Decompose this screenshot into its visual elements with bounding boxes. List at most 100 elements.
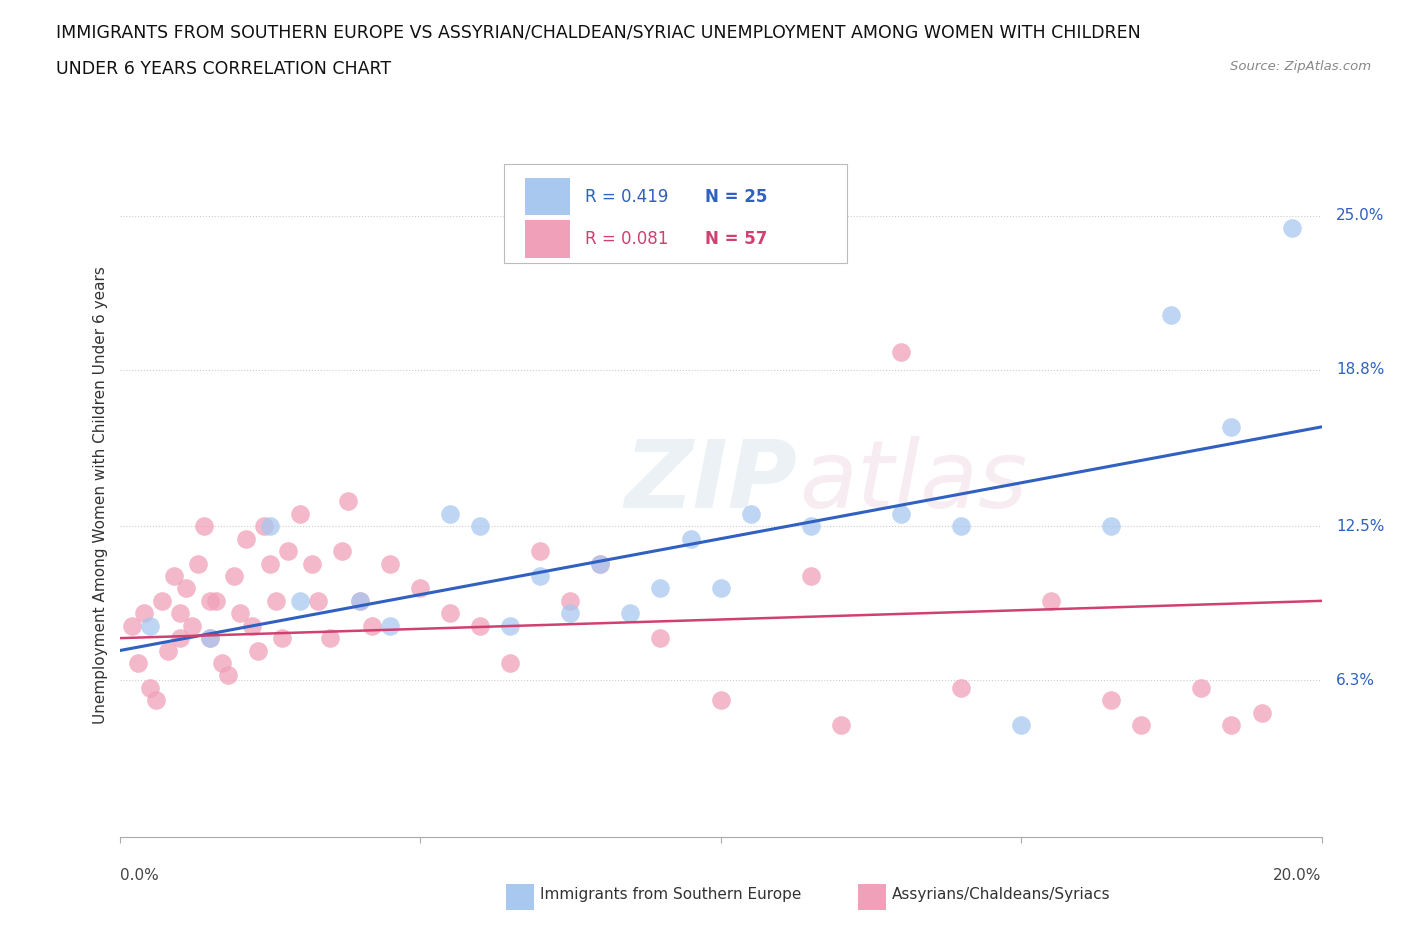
- Point: [800, 519, 823, 534]
- FancyBboxPatch shape: [505, 164, 846, 263]
- Text: IMMIGRANTS FROM SOUTHERN EUROPE VS ASSYRIAN/CHALDEAN/SYRIAC UNEMPLOYMENT AMONG W: IMMIGRANTS FROM SOUTHERN EUROPE VS ASSYR…: [56, 23, 1142, 41]
- Point: [409, 581, 432, 596]
- Point: [560, 593, 582, 608]
- Point: [211, 656, 233, 671]
- Point: [650, 631, 672, 645]
- Point: [560, 605, 582, 620]
- Point: [217, 668, 239, 683]
- Point: [138, 618, 160, 633]
- Point: [288, 507, 311, 522]
- Point: [740, 507, 762, 522]
- Point: [1189, 681, 1212, 696]
- Point: [277, 544, 299, 559]
- Text: N = 57: N = 57: [704, 230, 768, 248]
- Point: [169, 605, 191, 620]
- Y-axis label: Unemployment Among Women with Children Under 6 years: Unemployment Among Women with Children U…: [93, 266, 108, 724]
- Point: [187, 556, 209, 571]
- Point: [253, 519, 276, 534]
- Point: [378, 556, 401, 571]
- Point: [336, 494, 359, 509]
- Point: [679, 531, 702, 546]
- Point: [499, 618, 522, 633]
- Text: ZIP: ZIP: [624, 435, 797, 527]
- Point: [589, 556, 612, 571]
- Point: [169, 631, 191, 645]
- Text: 6.3%: 6.3%: [1336, 673, 1375, 688]
- Point: [378, 618, 401, 633]
- Text: Source: ZipAtlas.com: Source: ZipAtlas.com: [1230, 60, 1371, 73]
- Point: [145, 693, 167, 708]
- Text: R = 0.081: R = 0.081: [585, 230, 668, 248]
- Point: [529, 568, 551, 583]
- Point: [830, 718, 852, 733]
- Point: [121, 618, 143, 633]
- Text: UNDER 6 YEARS CORRELATION CHART: UNDER 6 YEARS CORRELATION CHART: [56, 60, 391, 78]
- Point: [138, 681, 160, 696]
- Point: [127, 656, 149, 671]
- Text: 25.0%: 25.0%: [1336, 208, 1385, 223]
- Text: Immigrants from Southern Europe: Immigrants from Southern Europe: [540, 887, 801, 902]
- Text: atlas: atlas: [799, 436, 1026, 527]
- Point: [156, 644, 179, 658]
- Text: R = 0.419: R = 0.419: [585, 188, 668, 206]
- Point: [198, 593, 221, 608]
- Point: [246, 644, 269, 658]
- Point: [301, 556, 323, 571]
- Point: [198, 631, 221, 645]
- FancyBboxPatch shape: [524, 178, 571, 216]
- Point: [589, 556, 612, 571]
- Point: [499, 656, 522, 671]
- Point: [222, 568, 245, 583]
- Point: [1160, 308, 1182, 323]
- Point: [650, 581, 672, 596]
- Point: [162, 568, 184, 583]
- Point: [204, 593, 226, 608]
- Point: [470, 519, 492, 534]
- Point: [800, 568, 823, 583]
- Point: [259, 519, 281, 534]
- Point: [890, 345, 912, 360]
- Point: [709, 693, 731, 708]
- Point: [529, 544, 551, 559]
- Point: [240, 618, 263, 633]
- Point: [259, 556, 281, 571]
- Point: [619, 605, 641, 620]
- Point: [180, 618, 202, 633]
- Text: Assyrians/Chaldeans/Syriacs: Assyrians/Chaldeans/Syriacs: [891, 887, 1109, 902]
- Point: [349, 593, 371, 608]
- Point: [439, 507, 461, 522]
- Text: 0.0%: 0.0%: [120, 868, 159, 883]
- Point: [228, 605, 252, 620]
- Point: [264, 593, 287, 608]
- Point: [349, 593, 371, 608]
- Point: [950, 519, 973, 534]
- Point: [470, 618, 492, 633]
- Point: [1130, 718, 1153, 733]
- Point: [174, 581, 197, 596]
- Point: [1281, 220, 1303, 235]
- Point: [319, 631, 342, 645]
- Point: [1220, 419, 1243, 434]
- Point: [439, 605, 461, 620]
- Point: [288, 593, 311, 608]
- Point: [1099, 519, 1122, 534]
- Point: [1040, 593, 1063, 608]
- Point: [307, 593, 329, 608]
- Point: [1099, 693, 1122, 708]
- Text: 20.0%: 20.0%: [1274, 868, 1322, 883]
- Point: [361, 618, 384, 633]
- FancyBboxPatch shape: [524, 220, 571, 258]
- Point: [950, 681, 973, 696]
- Point: [1250, 705, 1272, 720]
- Text: N = 25: N = 25: [704, 188, 768, 206]
- Point: [890, 507, 912, 522]
- Text: 18.8%: 18.8%: [1336, 362, 1385, 378]
- Text: 12.5%: 12.5%: [1336, 519, 1385, 534]
- Point: [132, 605, 155, 620]
- Point: [193, 519, 215, 534]
- Point: [198, 631, 221, 645]
- Point: [709, 581, 731, 596]
- Point: [270, 631, 292, 645]
- Point: [330, 544, 353, 559]
- Point: [150, 593, 173, 608]
